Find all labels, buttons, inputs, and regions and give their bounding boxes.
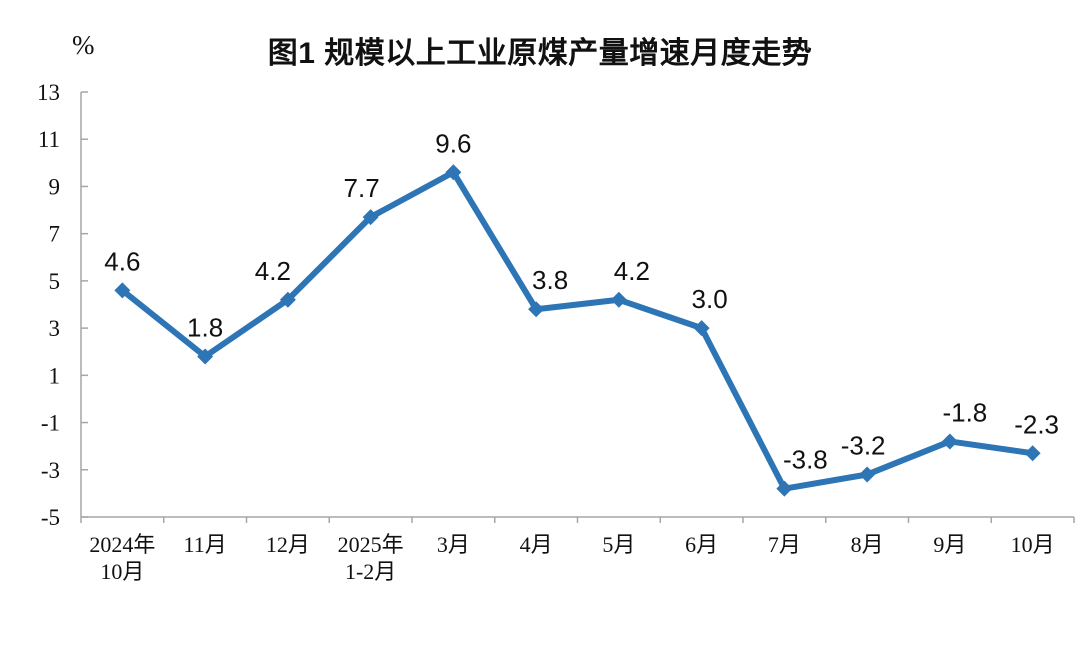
- chart-title: 图1 规模以上工业原煤产量增速月度走势: [267, 37, 813, 70]
- y-axis-labels: 13 11 9 7 5 3 1 -1 -3 -5: [37, 80, 60, 530]
- x-tick-label: 12月: [266, 532, 310, 557]
- x-tick-label: 7月: [768, 532, 801, 557]
- y-tick-label: 11: [38, 127, 60, 152]
- data-point-marker: [610, 291, 627, 308]
- data-point-marker: [693, 320, 710, 337]
- data-point-marker: [114, 282, 131, 299]
- data-point-label: 4.2: [614, 256, 650, 286]
- y-tick-label: 3: [49, 316, 61, 341]
- x-tick-label: 10月: [1011, 532, 1055, 557]
- data-point-marker: [445, 164, 462, 181]
- y-tick-label: 1: [49, 363, 61, 388]
- data-point-label: 3.8: [532, 265, 568, 295]
- data-point-marker: [528, 301, 545, 318]
- data-point-label: 3.0: [692, 284, 728, 314]
- x-tick-label: 5月: [602, 532, 635, 557]
- x-tick-label: 11月: [184, 532, 227, 557]
- data-point-marker: [197, 348, 214, 365]
- data-point-label: 4.2: [255, 256, 291, 286]
- data-point-marker: [279, 291, 296, 308]
- data-point-marker: [859, 466, 876, 483]
- data-point-marker: [776, 480, 793, 497]
- data-point-label: 1.8: [187, 312, 223, 342]
- data-point-marker: [941, 433, 958, 450]
- y-tick-label: -1: [41, 411, 60, 436]
- data-point-label: -2.3: [1014, 409, 1059, 439]
- axes: [80, 91, 1075, 523]
- x-tick-label: 2024年: [89, 532, 155, 557]
- y-tick-label: -5: [41, 505, 60, 530]
- data-point-label: 7.7: [344, 173, 380, 203]
- y-tick-label: 7: [49, 222, 61, 247]
- x-tick-label: 6月: [685, 532, 718, 557]
- x-tick-label: 3月: [437, 532, 470, 557]
- data-point-label: -3.8: [783, 445, 828, 475]
- data-point-marker: [1024, 445, 1041, 462]
- x-tick-label: 10月: [100, 559, 144, 584]
- data-point-label: -3.2: [841, 431, 886, 461]
- x-tick-label: 2025年: [338, 532, 404, 557]
- series-markers: [114, 164, 1041, 497]
- x-tick-label: 8月: [851, 532, 884, 557]
- x-tick-label: 1-2月: [345, 559, 396, 584]
- data-point-label: 4.6: [104, 246, 140, 276]
- data-point-label: 9.6: [435, 128, 471, 158]
- y-axis-unit-label: %: [72, 30, 95, 60]
- x-tick-label: 9月: [933, 532, 966, 557]
- series-line: [119, 169, 1036, 492]
- x-tick-label: 4月: [520, 532, 553, 557]
- y-tick-label: -3: [41, 458, 60, 483]
- y-tick-label: 9: [49, 174, 61, 199]
- y-tick-label: 5: [49, 269, 61, 294]
- data-labels: 4.6 1.8 4.2 7.7 9.6 3.8 4.2 3.0 -3.8 -3.2 -1.8 -2.3: [104, 128, 1059, 474]
- data-point-marker: [362, 209, 379, 226]
- y-tick-label: 13: [37, 80, 60, 105]
- data-point-label: -1.8: [942, 397, 987, 427]
